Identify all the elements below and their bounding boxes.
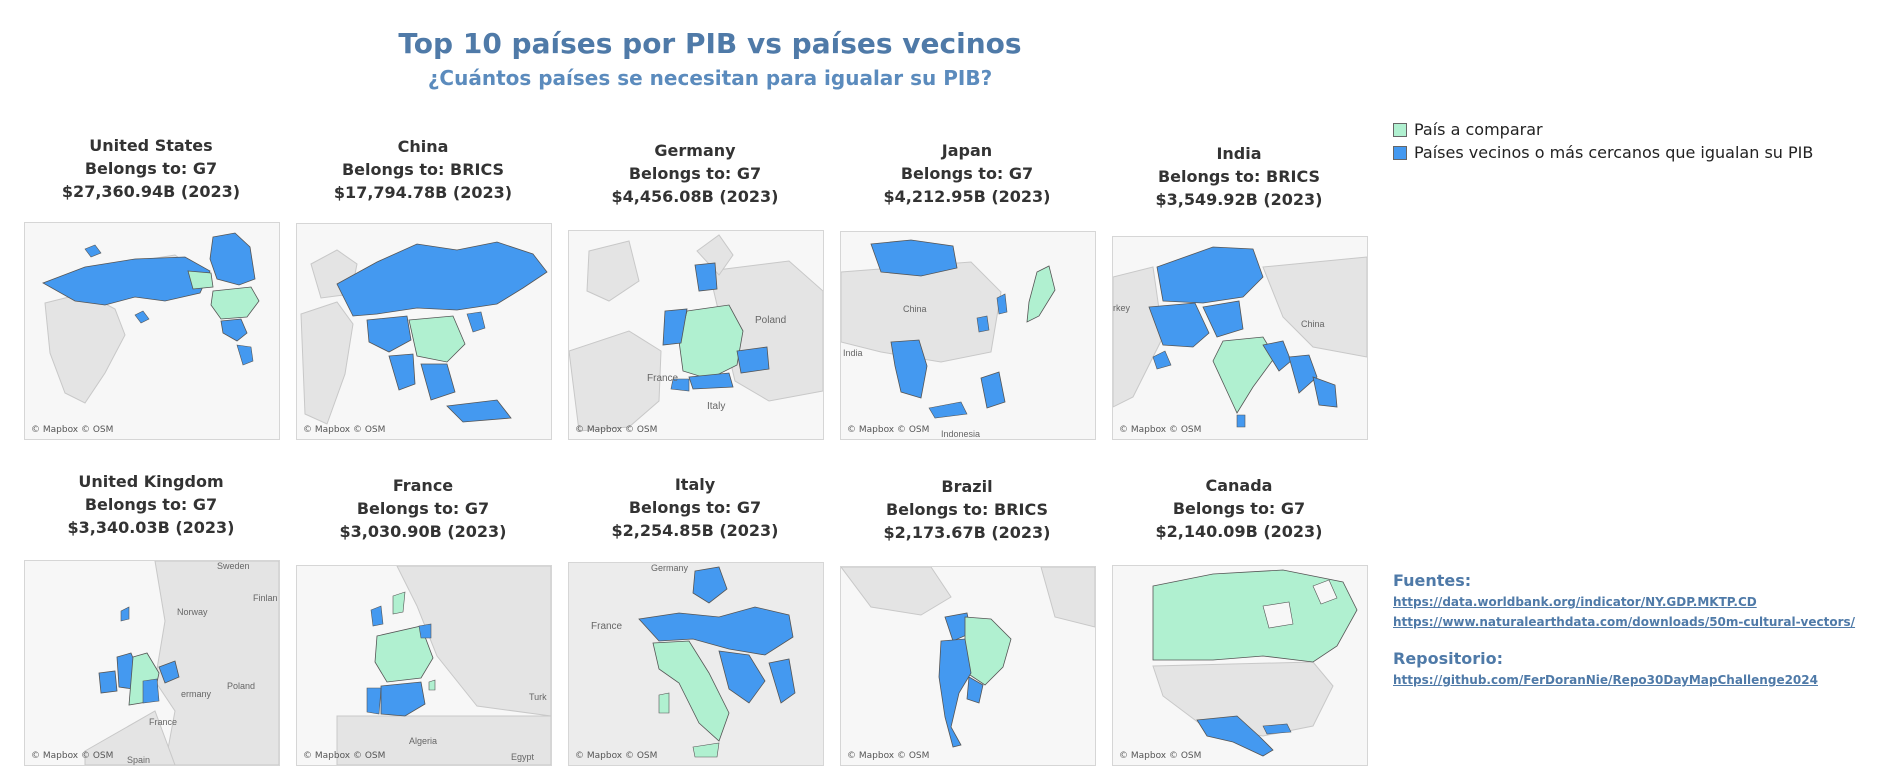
country-group: Belongs to: BRICS: [1157, 167, 1321, 186]
header: Top 10 países por PIB vs países vecinos …: [0, 26, 1420, 92]
map-label: France: [591, 621, 623, 632]
country-name: Italy: [674, 475, 716, 494]
map-label: Egypt: [511, 752, 535, 762]
country-group: Belongs to: G7: [356, 499, 490, 518]
map-label: Poland: [227, 681, 255, 691]
country-card-japan: Japan Belongs to: G7 $4,212.95B (2023): [840, 139, 1094, 208]
country-gdp: $3,549.92B (2023): [1155, 190, 1323, 209]
page-title: Top 10 países por PIB vs países vecinos: [398, 27, 1022, 60]
country-name: Germany: [654, 141, 736, 160]
map-india[interactable]: rkey China © Mapbox © OSM: [1112, 236, 1368, 440]
country-group: Belongs to: BRICS: [885, 500, 1049, 519]
country-name: United States: [89, 136, 213, 155]
map-label: China: [1301, 319, 1325, 329]
map-credit: © Mapbox © OSM: [1119, 751, 1202, 761]
country-name: Brazil: [941, 477, 993, 496]
repo-label: Repositorio:: [1393, 649, 1504, 668]
map-label: Algeria: [409, 736, 437, 746]
country-card-united-states: United States Belongs to: G7 $27,360.94B…: [24, 134, 278, 203]
legend-swatch-compare: [1393, 122, 1407, 137]
country-group: Belongs to: G7: [628, 164, 762, 183]
map-label: China: [903, 304, 927, 314]
map-label: Indonesia: [941, 429, 980, 439]
map-label: France: [149, 717, 177, 727]
country-gdp: $4,456.08B (2023): [611, 187, 779, 206]
country-card-germany: Germany Belongs to: G7 $4,456.08B (2023): [568, 139, 822, 208]
map-label: Germany: [651, 563, 689, 573]
map-label: Norway: [177, 607, 208, 617]
map-credit: © Mapbox © OSM: [31, 425, 114, 435]
map-credit: © Mapbox © OSM: [575, 751, 658, 761]
country-card-india: India Belongs to: BRICS $3,549.92B (2023…: [1112, 142, 1366, 211]
country-gdp: $2,140.09B (2023): [1155, 522, 1323, 541]
country-gdp: $2,254.85B (2023): [611, 521, 779, 540]
legend-label: País a comparar: [1414, 120, 1543, 139]
map-brazil[interactable]: © Mapbox © OSM: [840, 566, 1096, 766]
map-label: Finlan: [253, 593, 278, 603]
map-united-kingdom[interactable]: Sweden Norway Finlan Poland ermany Franc…: [24, 560, 280, 766]
sources-label: Fuentes:: [1393, 571, 1472, 590]
map-united-states[interactable]: © Mapbox © OSM: [24, 222, 280, 440]
source-link[interactable]: https://www.naturalearthdata.com/downloa…: [1393, 615, 1856, 629]
map-label: France: [647, 373, 679, 384]
country-gdp: $3,030.90B (2023): [339, 522, 507, 541]
map-france[interactable]: Algeria Turk Egypt © Mapbox © OSM: [296, 565, 552, 766]
map-credit: © Mapbox © OSM: [303, 425, 386, 435]
legend-item-neighbors[interactable]: Países vecinos o más cercanos que iguala…: [1393, 141, 1813, 164]
map-label: ermany: [181, 689, 212, 699]
country-group: Belongs to: G7: [84, 159, 218, 178]
map-china[interactable]: © Mapbox © OSM: [296, 223, 552, 440]
legend-label: Países vecinos o más cercanos que iguala…: [1414, 143, 1814, 162]
map-credit: © Mapbox © OSM: [31, 751, 114, 761]
map-label: Italy: [707, 401, 725, 412]
country-card-brazil: Brazil Belongs to: BRICS $2,173.67B (202…: [840, 475, 1094, 544]
map-credit: © Mapbox © OSM: [847, 751, 930, 761]
legend-item-compare[interactable]: País a comparar: [1393, 118, 1813, 141]
country-gdp: $17,794.78B (2023): [333, 183, 513, 202]
country-card-china: China Belongs to: BRICS $17,794.78B (202…: [296, 135, 550, 204]
legend: País a comparar Países vecinos o más cer…: [1393, 118, 1813, 164]
map-label: India: [843, 348, 863, 358]
country-gdp: $2,173.67B (2023): [883, 523, 1051, 542]
country-gdp: $3,340.03B (2023): [67, 518, 235, 537]
country-card-united-kingdom: United Kingdom Belongs to: G7 $3,340.03B…: [24, 470, 278, 539]
country-name: France: [392, 476, 454, 495]
country-gdp: $4,212.95B (2023): [883, 187, 1051, 206]
map-credit: © Mapbox © OSM: [1119, 425, 1202, 435]
country-card-canada: Canada Belongs to: G7 $2,140.09B (2023): [1112, 474, 1366, 543]
country-card-italy: Italy Belongs to: G7 $2,254.85B (2023): [568, 473, 822, 542]
sources-panel: Fuentes: https://data.worldbank.org/indi…: [1393, 570, 1855, 690]
country-name: China: [397, 137, 449, 156]
country-group: Belongs to: G7: [84, 495, 218, 514]
map-credit: © Mapbox © OSM: [303, 751, 386, 761]
country-card-france: France Belongs to: G7 $3,030.90B (2023): [296, 474, 550, 543]
map-label: Spain: [127, 755, 150, 765]
repo-link[interactable]: https://github.com/FerDoranNie/Repo30Day…: [1393, 673, 1818, 687]
country-name: United Kingdom: [78, 472, 224, 491]
map-label: Turk: [529, 692, 547, 702]
page-subtitle: ¿Cuántos países se necesitan para iguala…: [427, 66, 993, 90]
legend-swatch-neighbors: [1393, 145, 1407, 160]
map-label: Sweden: [217, 561, 250, 571]
country-name: India: [1216, 144, 1262, 163]
map-label: Poland: [755, 315, 786, 326]
map-credit: © Mapbox © OSM: [575, 425, 658, 435]
country-group: Belongs to: G7: [1172, 499, 1306, 518]
country-group: Belongs to: G7: [900, 164, 1034, 183]
country-name: Japan: [941, 141, 993, 160]
country-name: Canada: [1205, 476, 1273, 495]
map-label: rkey: [1113, 303, 1131, 313]
map-italy[interactable]: Germany France © Mapbox © OSM: [568, 562, 824, 766]
country-group: Belongs to: G7: [628, 498, 762, 517]
map-canada[interactable]: © Mapbox © OSM: [1112, 565, 1368, 766]
country-gdp: $27,360.94B (2023): [61, 182, 241, 201]
map-credit: © Mapbox © OSM: [847, 425, 930, 435]
source-link[interactable]: https://data.worldbank.org/indicator/NY.…: [1393, 595, 1757, 609]
map-japan[interactable]: China India Indonesia © Mapbox © OSM: [840, 231, 1096, 440]
map-germany[interactable]: Poland France Italy © Mapbox © OSM: [568, 230, 824, 440]
country-group: Belongs to: BRICS: [341, 160, 505, 179]
